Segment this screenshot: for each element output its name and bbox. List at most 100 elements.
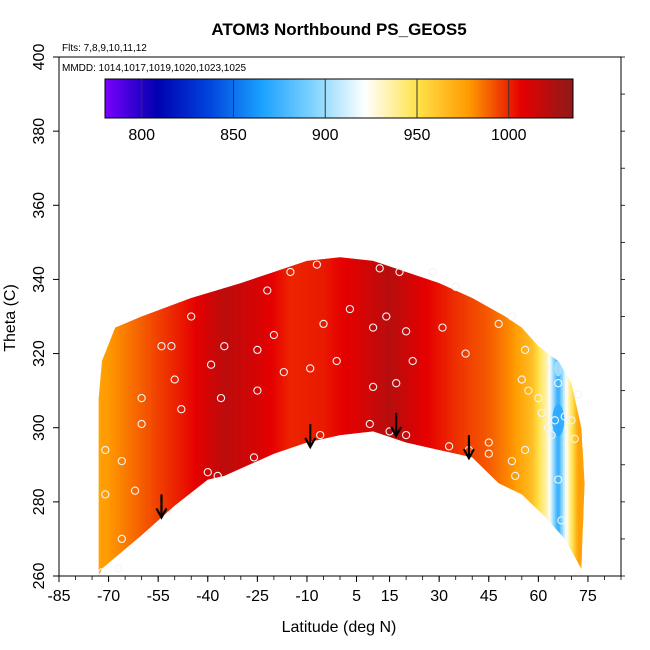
- field-strip: [230, 257, 234, 576]
- field-strip: [616, 57, 618, 576]
- field-strip: [178, 257, 181, 576]
- field-strip: [187, 257, 191, 576]
- field-strip: [525, 257, 528, 576]
- field-strip: [252, 257, 255, 576]
- descent-arrow: [304, 424, 317, 450]
- field-strip: [245, 257, 249, 576]
- y-tick-label: 280: [31, 488, 48, 515]
- chart-title: ATOM3 Northbound PS_GEOS5: [211, 20, 466, 39]
- field-strip: [459, 257, 462, 576]
- field-strip: [308, 257, 311, 576]
- field-strip: [67, 57, 69, 576]
- field-strip: [217, 257, 220, 576]
- observation-point: [368, 323, 378, 332]
- field-strip: [356, 257, 359, 576]
- field-strip: [361, 257, 364, 576]
- field-strip: [216, 257, 219, 576]
- field-strip: [386, 257, 389, 576]
- field-strip: [520, 257, 523, 576]
- field-strip: [392, 257, 396, 576]
- field-strip: [437, 257, 440, 576]
- field-strip: [331, 257, 334, 576]
- observation-point: [203, 468, 212, 477]
- observation-point: [365, 419, 374, 429]
- field-strip: [417, 257, 420, 576]
- field-strip: [473, 257, 477, 576]
- field-strip: [161, 257, 164, 576]
- field-strip: [505, 257, 508, 576]
- field-strip: [371, 257, 374, 576]
- field-strip: [110, 257, 113, 576]
- field-strip: [174, 257, 177, 576]
- arrow-head: [304, 437, 317, 450]
- field-strip: [563, 257, 566, 576]
- field-strip: [338, 257, 341, 576]
- observation-point: [319, 319, 328, 329]
- observation-point: [253, 345, 262, 355]
- field-strip: [275, 257, 278, 576]
- field-strip: [508, 257, 511, 576]
- field-strip: [391, 257, 394, 576]
- colorbar-tick-label: 800: [128, 127, 155, 144]
- field-strip: [90, 57, 92, 576]
- field-strip: [179, 257, 182, 576]
- field-strip: [244, 257, 247, 576]
- field-strip: [353, 257, 356, 576]
- field-strip: [430, 257, 434, 576]
- colorbar-tick-label: 900: [312, 127, 339, 144]
- field-strip: [531, 257, 534, 576]
- observation-point: [547, 430, 556, 440]
- field-strip: [447, 257, 450, 576]
- field-strip: [435, 257, 439, 576]
- field-strip: [485, 257, 488, 576]
- field-strip: [530, 257, 533, 576]
- field-strip: [343, 257, 346, 576]
- field-strip: [196, 257, 199, 576]
- descent-arrow: [155, 494, 168, 520]
- field-strip: [116, 257, 120, 576]
- field-strip: [536, 257, 539, 576]
- observation-point: [249, 453, 259, 462]
- field-strip: [515, 257, 518, 576]
- field-strip: [366, 257, 369, 576]
- field-strip: [409, 257, 412, 576]
- field-strip: [298, 257, 301, 576]
- field-strip: [259, 257, 262, 576]
- field-strip: [440, 257, 444, 576]
- observation-point: [345, 304, 355, 314]
- field-strip: [480, 257, 483, 576]
- field-strip: [113, 257, 116, 576]
- field-strip: [462, 257, 465, 576]
- field-strip: [148, 257, 151, 576]
- field-strip: [341, 257, 344, 576]
- field-strip: [101, 257, 105, 576]
- observation-point: [520, 445, 530, 455]
- y-tick-label: 300: [31, 414, 48, 441]
- x-tick-label: -85: [47, 588, 70, 605]
- field-strip: [283, 257, 287, 576]
- field-strip: [95, 57, 97, 576]
- field-strip: [173, 257, 176, 576]
- field-strip: [483, 257, 487, 576]
- observation-point: [170, 375, 179, 384]
- field-strip: [182, 257, 186, 576]
- field-strip: [424, 257, 427, 576]
- field-strip: [105, 257, 108, 576]
- field-strip: [206, 257, 209, 576]
- field-strip: [235, 257, 239, 576]
- field-strip: [500, 257, 503, 576]
- field-strip: [254, 257, 257, 576]
- field-strip: [526, 257, 530, 576]
- field-strip: [582, 257, 585, 576]
- field-strip: [151, 257, 154, 576]
- field-strip: [510, 257, 513, 576]
- field-strip: [224, 257, 227, 576]
- field-strip: [153, 257, 156, 576]
- field-strip: [354, 257, 358, 576]
- field-strip: [207, 257, 211, 576]
- field-strip: [439, 257, 442, 576]
- observation-point: [206, 360, 216, 369]
- field-strip: [330, 257, 333, 576]
- x-tick-label: 15: [381, 588, 399, 605]
- field-strip: [335, 257, 338, 576]
